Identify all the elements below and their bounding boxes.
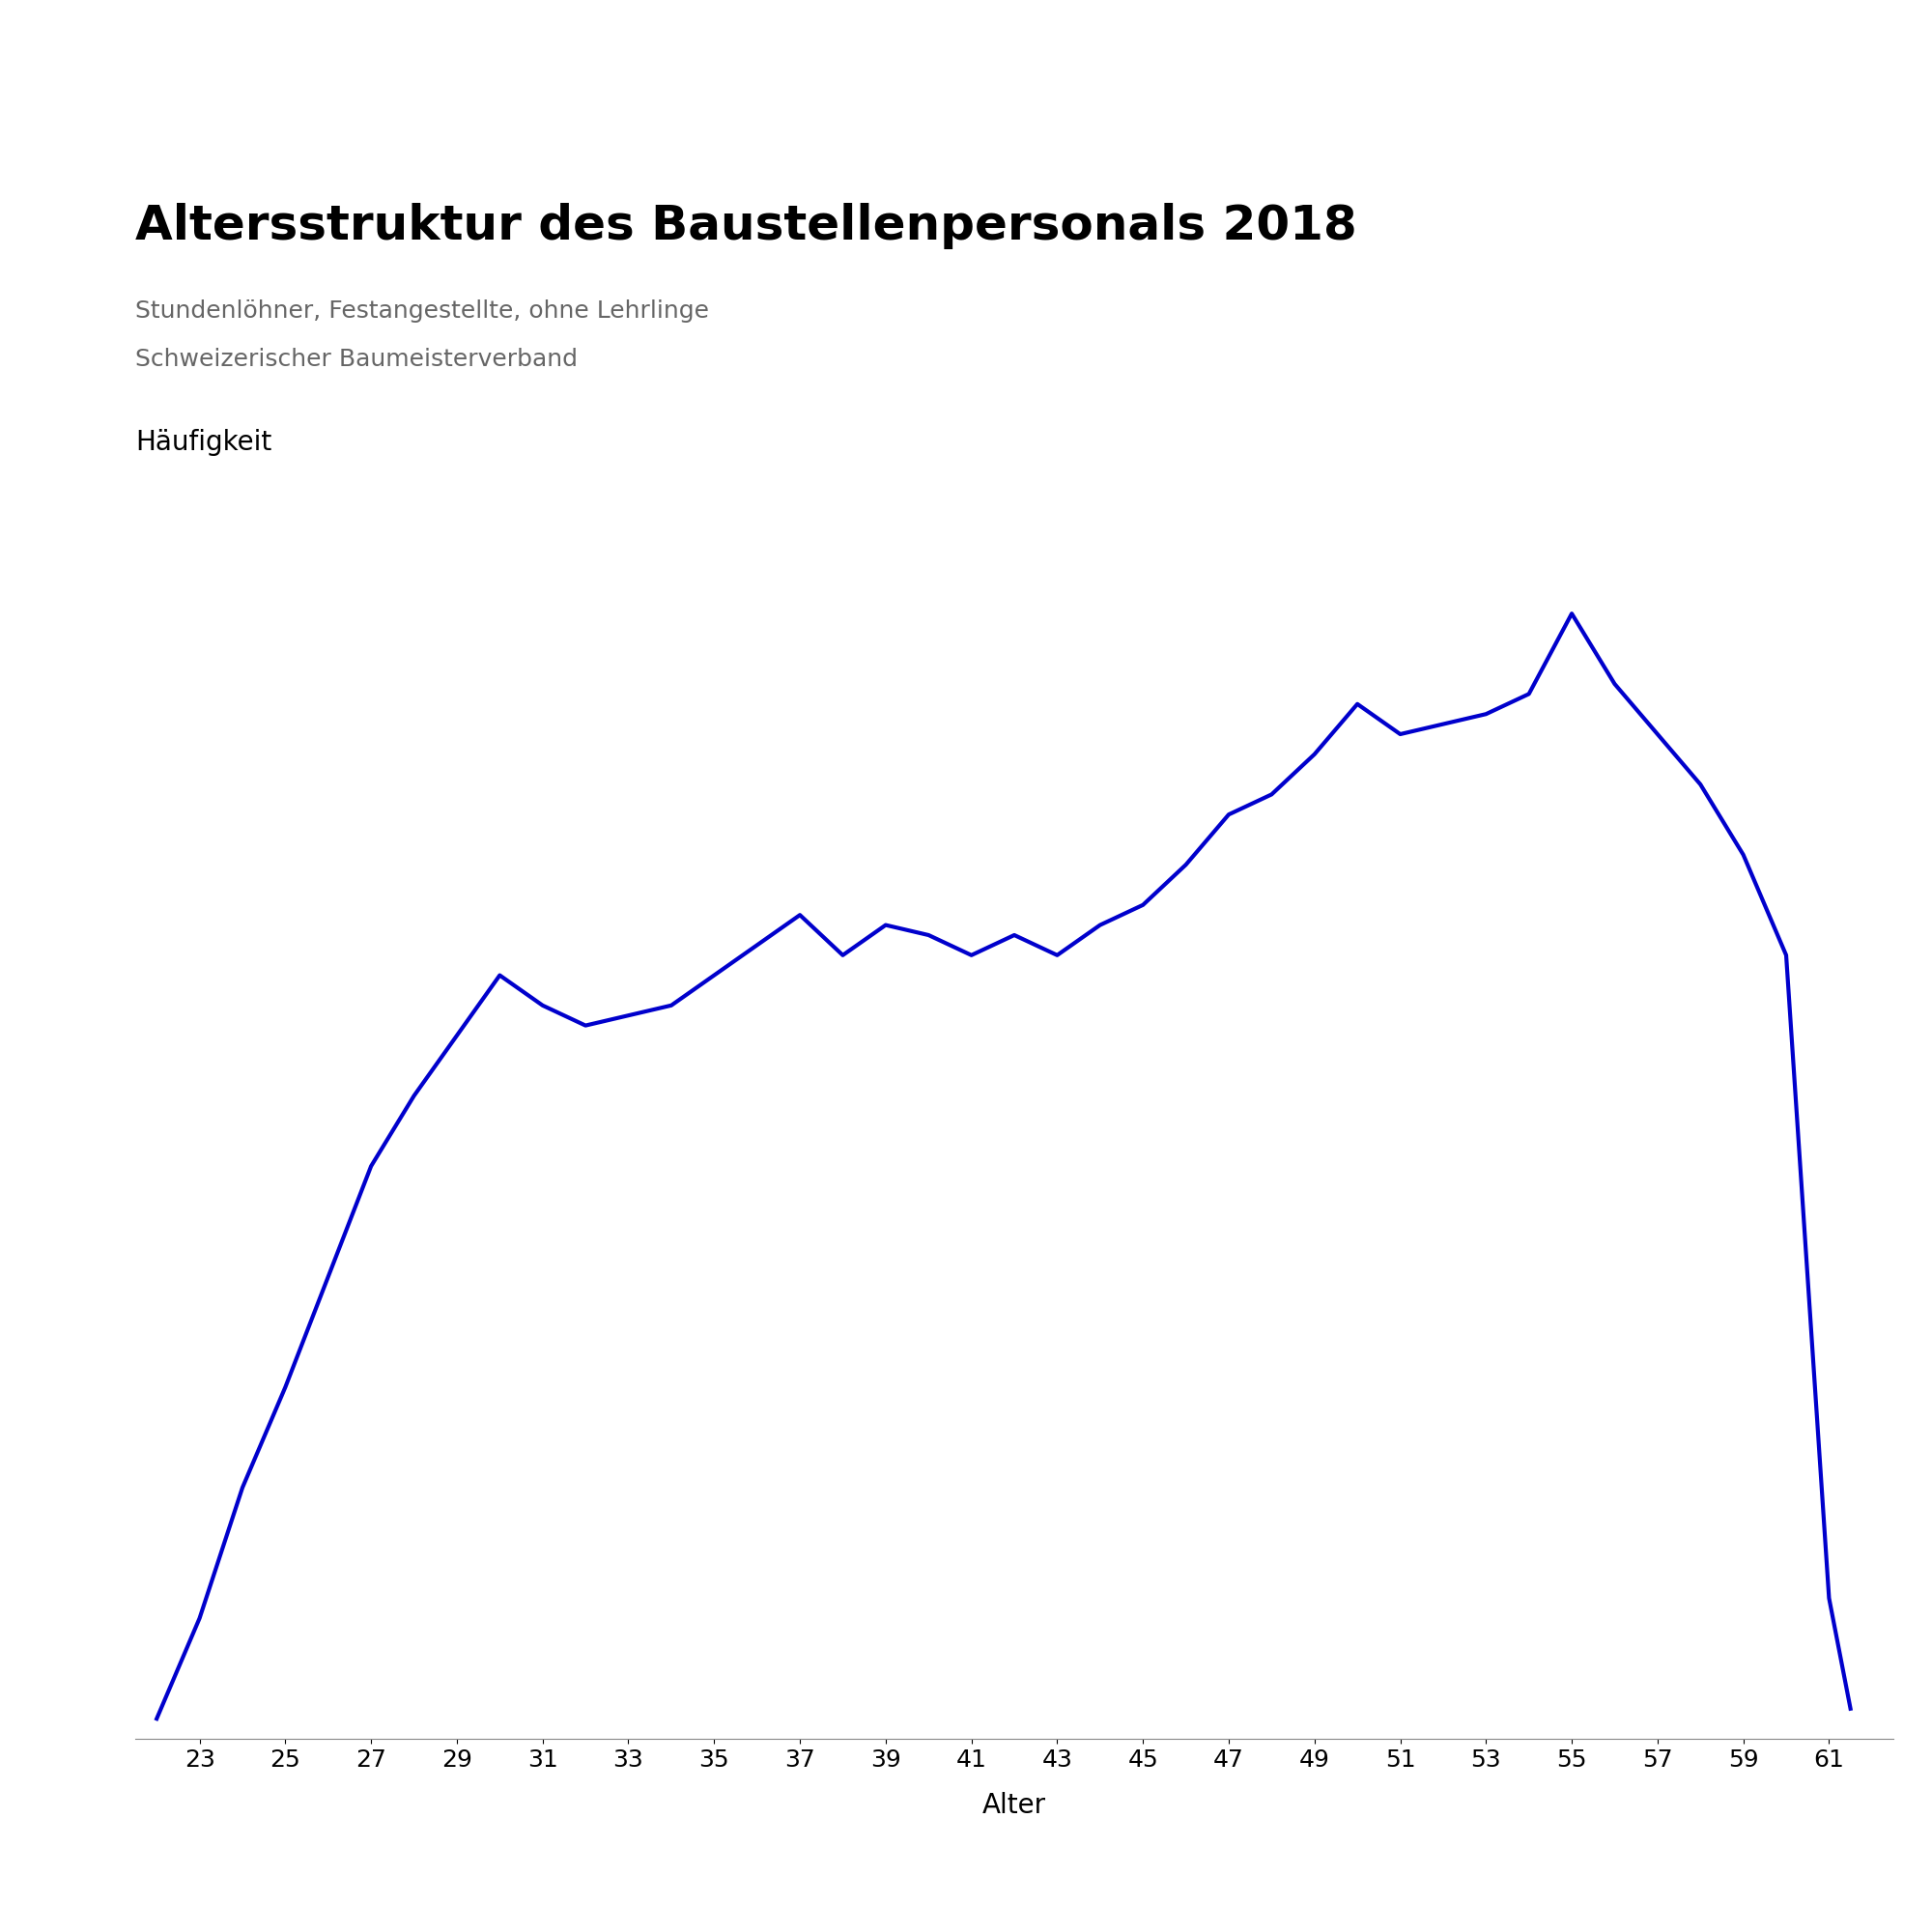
Text: Schweizerischer Baumeisterverband: Schweizerischer Baumeisterverband (135, 348, 578, 371)
Text: Altersstruktur des Baustellenpersonals 2018: Altersstruktur des Baustellenpersonals 2… (135, 203, 1356, 249)
Text: Stundenlöhner, Festangestellte, ohne Lehrlinge: Stundenlöhner, Festangestellte, ohne Leh… (135, 299, 709, 323)
Text: Häufigkeit: Häufigkeit (135, 429, 272, 456)
X-axis label: Alter: Alter (981, 1791, 1047, 1818)
